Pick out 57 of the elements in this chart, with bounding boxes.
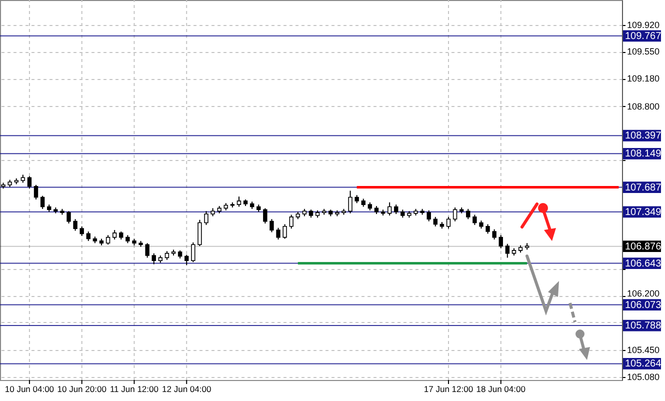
candlestick [86,230,90,242]
ref-line-label: 105.264 [625,358,662,370]
ref-line-label: 106.073 [625,300,662,311]
candlestick [106,234,110,246]
candlestick [236,196,242,208]
candlestick [466,208,470,220]
x-tick-label: 17 Jun 12:00 [424,384,474,394]
y-tick-label: 105.080 [627,372,660,382]
candlestick [145,242,150,258]
ref-line-label: 107.687 [625,182,662,194]
candlestick [204,210,208,226]
ref-line-label: 106.876 [625,241,662,252]
candlestick [40,195,45,210]
candlestick [198,219,202,247]
candlestick [446,216,451,230]
y-tick-label: 106.200 [627,288,660,298]
x-tick-label: 10 Jun 04:00 [4,384,54,394]
candlestick [289,214,294,230]
candlestick [498,234,503,249]
ref-line-label: 107.349 [625,206,662,218]
candlestick [73,218,78,232]
candlestick [433,216,438,227]
candlestick [80,226,84,236]
ref-line-label: 105.788 [625,320,662,332]
y-tick-label: 109.550 [627,46,660,57]
candlestick [426,210,431,222]
candlestick [184,254,189,266]
candlestick [492,228,496,240]
candlestick [387,202,392,216]
y-tick-label: 105.450 [627,345,660,356]
candlestick [472,214,477,226]
candlestick [505,243,510,258]
candlestick [486,224,490,234]
candlestick [270,218,274,233]
candlestick [27,176,32,190]
x-tick-label: 18 Jun 04:00 [476,384,526,394]
y-tick-label: 109.920 [627,20,660,30]
y-tick-label: 109.180 [627,74,660,84]
candlestick [66,210,71,224]
ref-line-label: 106.643 [625,258,662,270]
candlestick [152,252,156,265]
candlestick [282,224,287,240]
candlestick [34,184,38,200]
y-tick-label: 108.800 [627,101,660,112]
candlestick [112,230,117,240]
ref-line-label: 108.397 [625,130,662,142]
candlestick [452,206,458,222]
candlestick [191,242,196,263]
candlestick [348,190,352,214]
x-tick-label: 12 Jun 04:00 [162,384,212,394]
x-tick-label: 11 Jun 12:00 [110,384,159,394]
ref-line-label: 109.767 [625,30,662,42]
candlestick [276,227,280,240]
x-tick-label: 10 Jun 20:00 [57,384,107,394]
candlestick [263,208,268,224]
candlestick [394,204,398,215]
ref-line-label: 108.149 [625,148,662,160]
